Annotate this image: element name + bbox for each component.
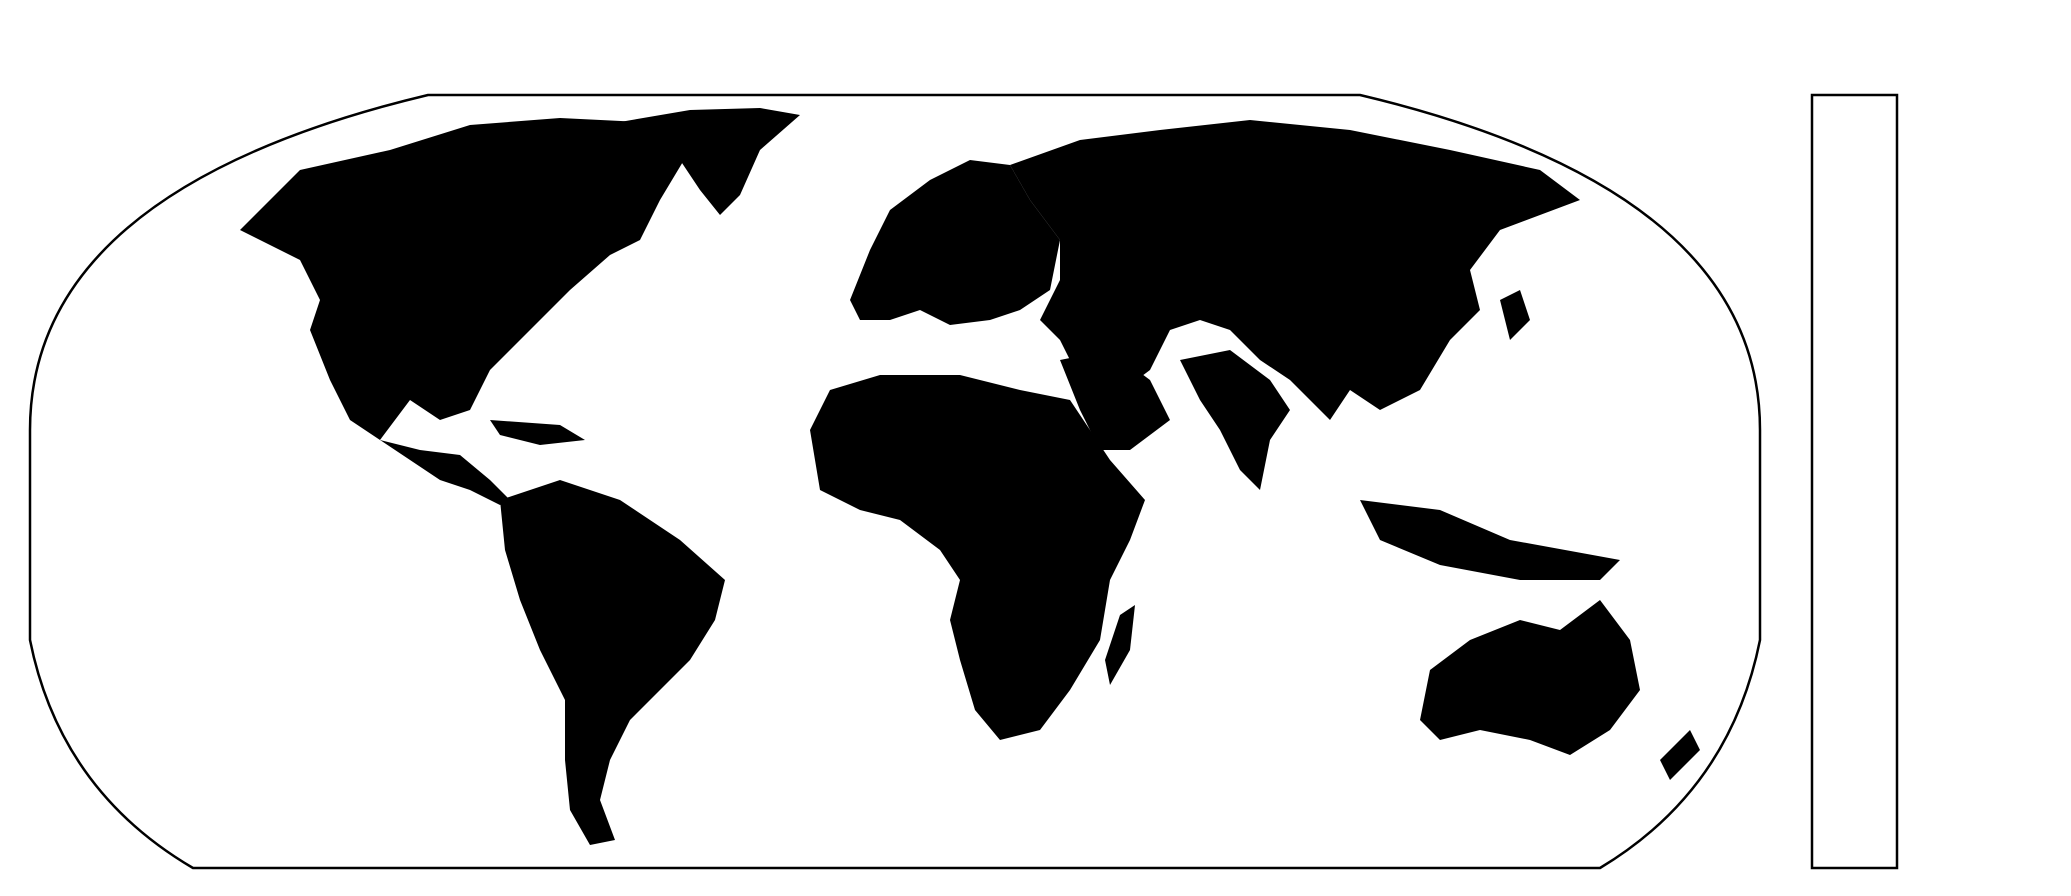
land-masses — [240, 108, 1700, 845]
caribbean — [490, 420, 585, 445]
australia — [1420, 600, 1640, 755]
arabia — [1060, 350, 1170, 450]
madagascar — [1105, 605, 1135, 685]
indonesia — [1360, 500, 1620, 580]
japan — [1500, 290, 1530, 340]
central-america — [380, 440, 510, 505]
greenland — [620, 108, 800, 215]
india — [1180, 350, 1290, 490]
asia — [1010, 120, 1580, 420]
europe — [850, 160, 1060, 325]
north-america — [240, 118, 690, 440]
new-zealand — [1660, 730, 1700, 780]
africa — [810, 375, 1145, 740]
colorbar-frame — [1810, 93, 1899, 870]
south-america — [500, 480, 725, 845]
map-boundary — [28, 93, 1762, 870]
